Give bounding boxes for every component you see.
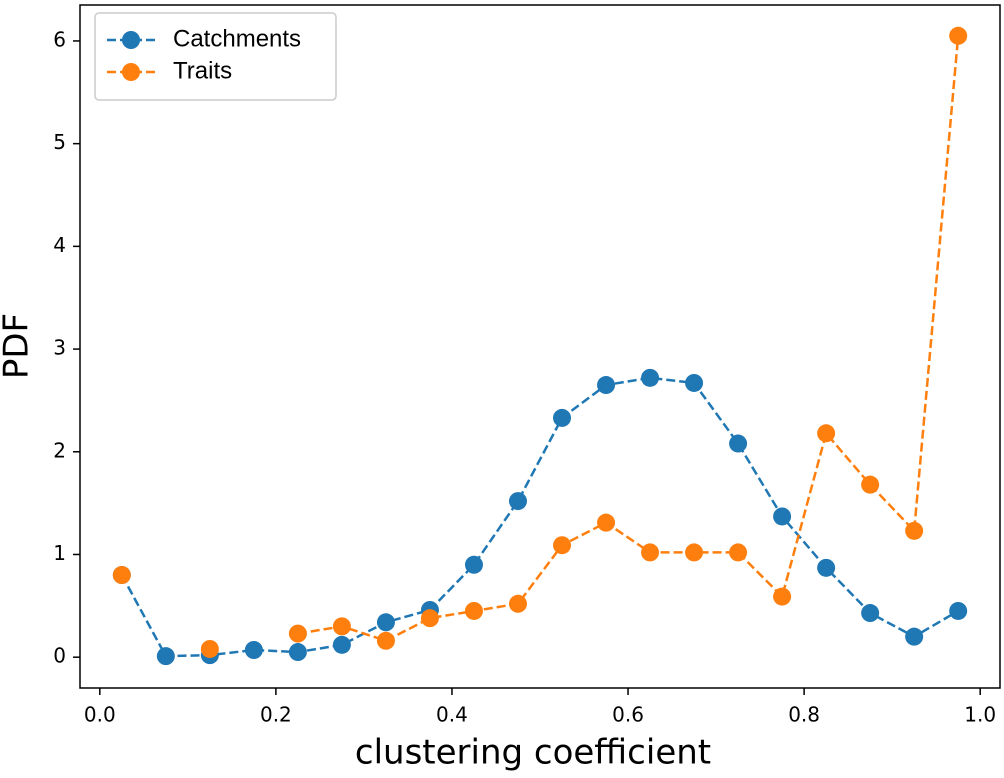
point <box>905 627 924 646</box>
point <box>729 434 748 453</box>
point <box>905 521 924 540</box>
point <box>244 640 263 659</box>
point <box>508 492 527 511</box>
x-tick-label: 0.2 <box>260 703 292 727</box>
y-tick-label: 6 <box>53 27 66 51</box>
point <box>729 543 748 562</box>
y-tick-label: 1 <box>53 541 66 565</box>
legend: Catchments Traits <box>94 12 337 101</box>
point <box>861 475 880 494</box>
point <box>332 617 351 636</box>
legend-label: Traits <box>173 57 232 84</box>
y-tick-label: 5 <box>53 130 66 154</box>
point <box>597 376 616 395</box>
legend-box <box>94 12 337 101</box>
point <box>288 624 307 643</box>
plot-frame <box>79 4 1001 689</box>
point <box>420 609 439 628</box>
series <box>112 368 968 666</box>
point <box>553 536 572 555</box>
legend-marker <box>122 63 140 81</box>
legend-marker <box>122 31 140 49</box>
point <box>376 613 395 632</box>
point <box>949 26 968 45</box>
x-tick-label: 0.0 <box>84 703 116 727</box>
point <box>949 601 968 620</box>
point <box>332 635 351 654</box>
point <box>156 647 175 666</box>
point <box>112 566 131 585</box>
series-line <box>297 35 960 643</box>
y-axis-label: PDF <box>0 313 37 379</box>
point <box>553 408 572 427</box>
point <box>861 604 880 623</box>
point <box>773 507 792 526</box>
y-tick-label: 3 <box>53 336 66 360</box>
point <box>817 424 836 443</box>
point <box>641 543 660 562</box>
point <box>200 639 219 658</box>
point <box>685 543 704 562</box>
point <box>464 555 483 574</box>
point <box>464 601 483 620</box>
point <box>288 643 307 662</box>
point <box>685 373 704 392</box>
point <box>817 558 836 577</box>
y-tick-label: 4 <box>53 233 66 257</box>
y-tick-label: 2 <box>53 438 66 462</box>
point <box>773 587 792 606</box>
series-line <box>120 376 959 658</box>
x-tick-label: 0.4 <box>436 703 468 727</box>
series <box>112 26 968 658</box>
point <box>508 594 527 613</box>
point <box>376 631 395 650</box>
x-tick-label: 0.8 <box>788 703 820 727</box>
legend-label: Catchments <box>173 25 301 52</box>
x-axis-label: clustering coefficient <box>355 733 711 773</box>
point <box>597 513 616 532</box>
point <box>641 368 660 387</box>
x-tick-label: 0.6 <box>612 703 644 727</box>
y-tick-label: 0 <box>53 644 66 668</box>
x-tick-label: 1.0 <box>964 703 996 727</box>
